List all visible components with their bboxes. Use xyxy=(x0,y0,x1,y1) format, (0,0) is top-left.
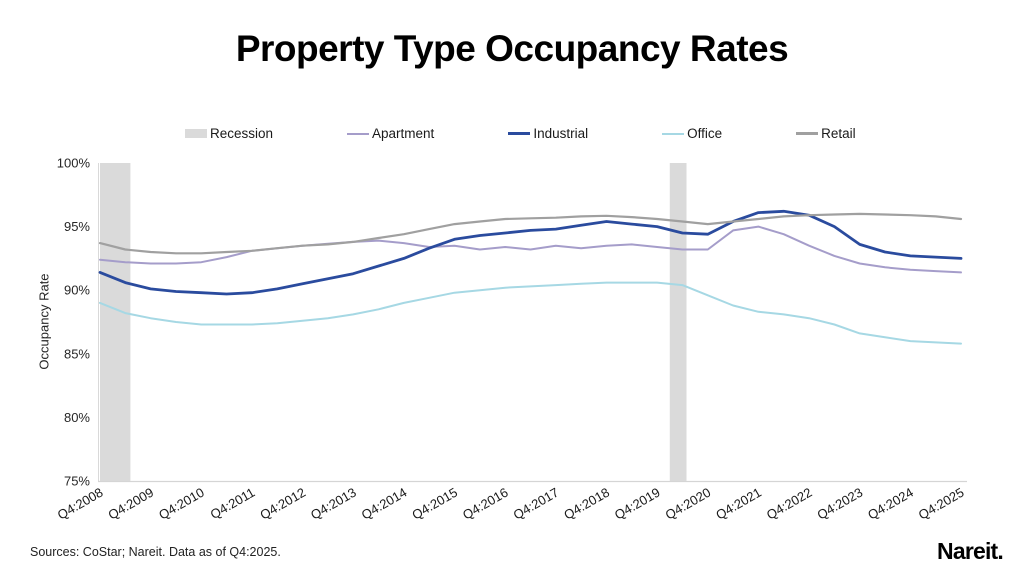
x-tick-label-Q4:2014: Q4:2014 xyxy=(359,485,410,523)
series-lines-group xyxy=(98,209,963,345)
x-tick-label-Q4:2013: Q4:2013 xyxy=(308,485,359,523)
legend: Recession Apartment Industrial Office Re… xyxy=(185,126,856,141)
y-axis-tick-labels: 100% 95% 90% 85% 80% 75% xyxy=(57,156,91,489)
x-tick-label-Q4:2008: Q4:2008 xyxy=(55,485,106,523)
y-tick-label-80%: 80% xyxy=(64,410,90,425)
legend-item-industrial: Industrial xyxy=(508,126,588,141)
x-tick-label-Q4:2016: Q4:2016 xyxy=(460,485,511,523)
source-note: Sources: CoStar; Nareit. Data as of Q4:2… xyxy=(30,545,281,559)
x-tick-label-Q4:2009: Q4:2009 xyxy=(105,485,156,523)
legend-label-retail: Retail xyxy=(821,126,856,141)
y-tick-label-90%: 90% xyxy=(64,283,90,298)
y-tick-label-100%: 100% xyxy=(57,156,91,171)
x-tick-label-Q4:2018: Q4:2018 xyxy=(561,485,612,523)
legend-item-office: Office xyxy=(662,126,722,141)
y-tick-label-75%: 75% xyxy=(64,474,90,489)
series-line-office xyxy=(99,281,962,345)
x-tick-label-Q4:2011: Q4:2011 xyxy=(208,485,258,522)
page-title: Property Type Occupancy Rates xyxy=(235,28,789,69)
recession-bands-group xyxy=(100,163,687,481)
legend-item-recession: Recession xyxy=(185,126,273,141)
legend-label-apartment: Apartment xyxy=(372,126,435,141)
x-axis-tick-labels: Q4:2008 Q4:2009 Q4:2010 Q4:2011 Q4:2012 Q4:20… xyxy=(55,485,967,523)
legend-label-recession: Recession xyxy=(210,126,274,141)
x-tick-label-Q4:2025: Q4:2025 xyxy=(916,485,967,523)
nareit-logo: Nareit. xyxy=(937,538,1004,564)
x-tick-label-Q4:2024: Q4:2024 xyxy=(865,485,916,523)
x-tick-label-Q4:2019: Q4:2019 xyxy=(612,485,663,523)
x-tick-label-Q4:2020: Q4:2020 xyxy=(663,485,714,523)
retail-line-swatch xyxy=(796,132,819,135)
x-tick-label-Q4:2022: Q4:2022 xyxy=(764,485,815,523)
x-tick-label-Q4:2010: Q4:2010 xyxy=(156,485,207,523)
series-line-apartment xyxy=(99,225,962,274)
recession-swatch xyxy=(185,129,207,138)
legend-label-office: Office xyxy=(687,126,723,141)
apartment-line-swatch xyxy=(347,132,370,135)
legend-item-retail: Retail xyxy=(796,126,856,141)
y-tick-label-95%: 95% xyxy=(64,219,90,234)
industrial-line-swatch xyxy=(508,132,531,135)
legend-label-industrial: Industrial xyxy=(533,126,589,141)
x-tick-label-Q4:2023: Q4:2023 xyxy=(815,485,866,523)
x-tick-label-Q4:2012: Q4:2012 xyxy=(257,485,308,523)
series-line-industrial xyxy=(98,209,963,296)
recession-band-1 xyxy=(669,163,687,481)
series-line-retail xyxy=(98,212,963,255)
recession-band-0 xyxy=(100,163,131,481)
x-tick-label-Q4:2021: Q4:2021 xyxy=(713,485,764,523)
x-tick-label-Q4:2017: Q4:2017 xyxy=(511,485,562,523)
y-tick-label-85%: 85% xyxy=(64,346,90,361)
office-line-swatch xyxy=(662,132,685,135)
x-tick-label-Q4:2015: Q4:2015 xyxy=(409,485,460,523)
legend-item-apartment: Apartment xyxy=(347,126,434,141)
